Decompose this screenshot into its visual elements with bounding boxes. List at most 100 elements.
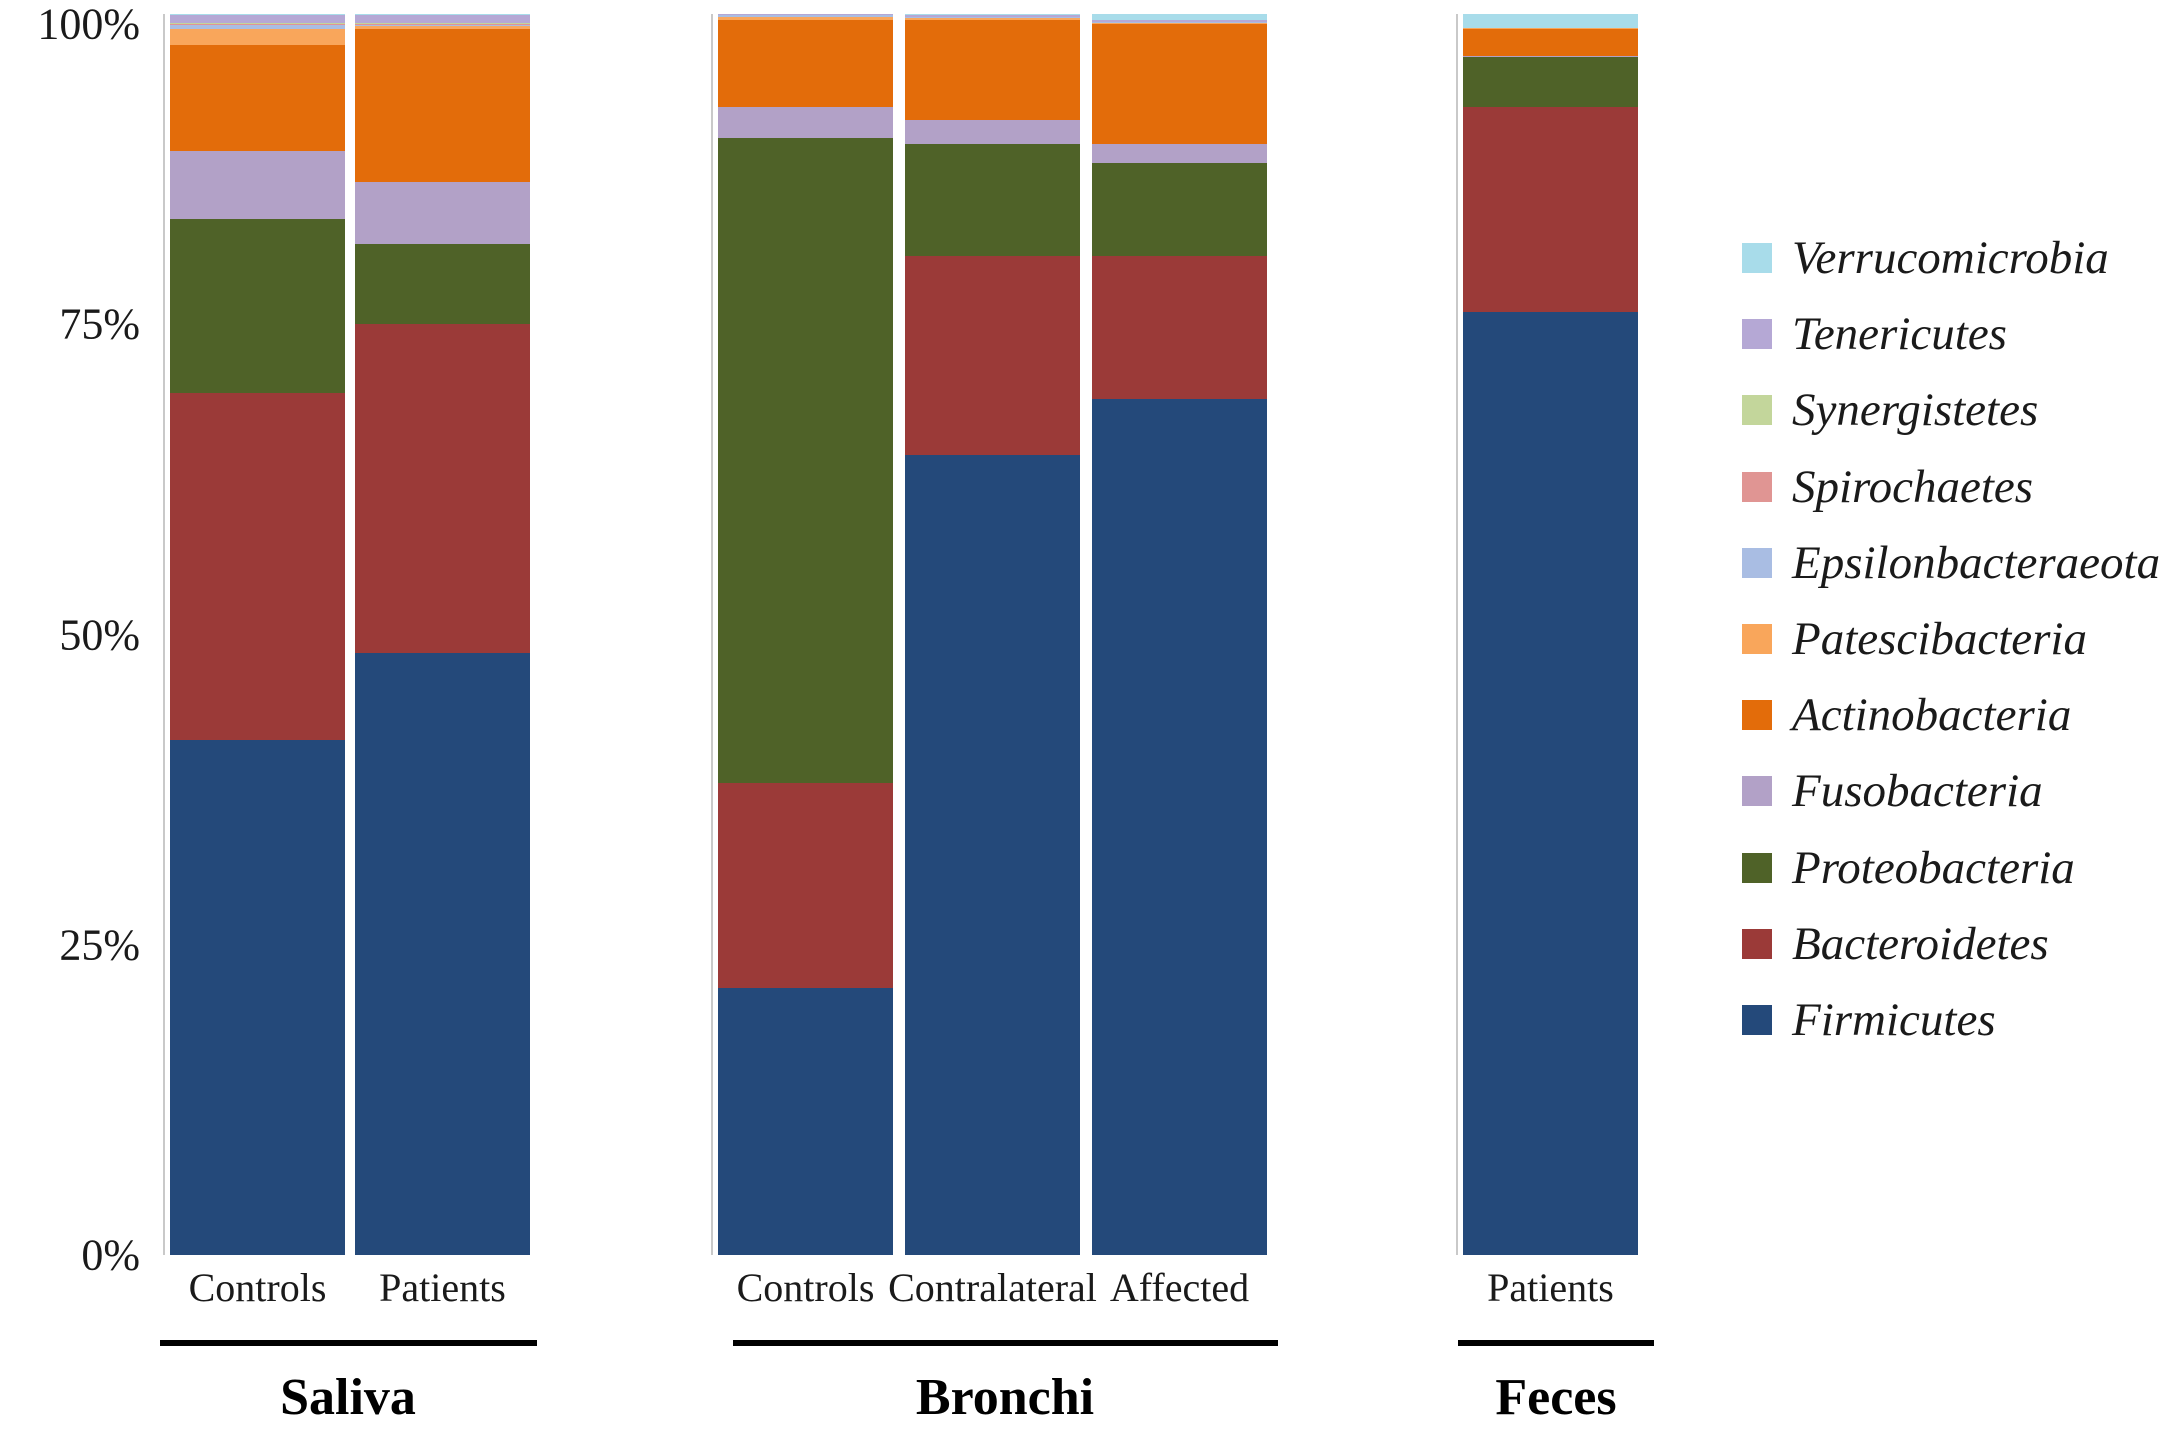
segment-actinobacteria [355,28,530,182]
segment-epsilonbacteraeota [355,25,530,27]
segment-verrucomicrobia [1463,14,1638,28]
legend-item-spirochaetes: Spirochaetes [1742,460,2033,514]
group-label-saliva: Saliva [280,1369,416,1426]
legend-item-actinobacteria: Actinobacteria [1742,688,2071,742]
legend-label-patescibacteria: Patescibacteria [1792,613,2087,665]
group-label-feces: Feces [1495,1369,1617,1426]
segment-firmicutes [718,988,893,1255]
segment-proteobacteria [1463,57,1638,108]
legend-label-epsilonbacteraeota: Epsilonbacteraeota [1792,536,2161,589]
y-tick-50: 50% [59,610,140,659]
bar-label-saliva-controls: Controls [188,1265,327,1310]
segment-proteobacteria [170,218,345,393]
segment-bacteroidetes [355,324,530,654]
segment-fusobacteria [718,107,893,139]
segment-firmicutes [1092,398,1267,1255]
legend-label-tenericutes: Tenericutes [1792,308,2007,361]
legend-label-proteobacteria: Proteobacteria [1792,841,2075,894]
bar-label-bronchi-controls: Controls [736,1265,875,1310]
segment-actinobacteria [170,45,345,151]
segment-actinobacteria [1463,28,1638,57]
panel-axis-line [711,14,713,1255]
segment-epsilonbacteraeota [905,16,1080,18]
segment-verrucomicrobia [1092,14,1267,21]
segment-actinobacteria [718,20,893,108]
legend-swatch-verrucomicrobia [1742,243,1772,273]
segment-verrucomicrobia [355,14,530,16]
legend-item-tenericutes: Tenericutes [1742,307,2007,361]
segment-patescibacteria [355,26,530,29]
segment-tenericutes [905,15,1080,17]
legend-item-epsilonbacteraeota: Epsilonbacteraeota [1742,536,2160,590]
bar-feces-patients [1463,14,1638,1255]
legend-label-synergistetes: Synergistetes [1792,384,2039,437]
segment-epsilonbacteraeota [718,15,893,17]
segment-firmicutes [355,653,530,1255]
bar-saliva-controls [170,14,345,1255]
legend-swatch-bacteroidetes [1742,928,1772,959]
legend-label-fusobacteria: Fusobacteria [1792,765,2043,818]
legend-item-synergistetes: Synergistetes [1742,383,2038,437]
legend-swatch-synergistetes [1742,395,1772,426]
segment-bacteroidetes [1463,107,1638,312]
panel-axis-line [163,14,165,1255]
segment-patescibacteria [1463,27,1638,29]
segment-bacteroidetes [718,783,893,989]
segment-proteobacteria [1092,162,1267,257]
segment-patescibacteria [1092,22,1267,24]
legend-swatch-spirochaetes [1742,471,1772,502]
bar-bronchi-affected [1092,14,1267,1255]
legend-swatch-patescibacteria [1742,624,1772,654]
segment-firmicutes [170,740,345,1255]
legend-swatch-actinobacteria [1742,700,1772,731]
group-label-bronchi: Bronchi [915,1369,1095,1426]
legend-label-actinobacteria: Actinobacteria [1792,689,2072,742]
bar-bronchi-contralateral [905,14,1080,1255]
y-tick-100: 100% [37,0,140,49]
segment-tenericutes [170,15,345,23]
segment-synergistetes [170,22,345,24]
segment-proteobacteria [355,243,530,325]
segment-tenericutes [718,14,893,16]
legend-label-spirochaetes: Spirochaetes [1792,460,2034,513]
segment-spirochaetes [355,23,530,26]
legend-item-verrucomicrobia: Verrucomicrobia [1742,231,2109,285]
segment-fusobacteria [1463,56,1638,58]
segment-verrucomicrobia [170,14,345,16]
segment-actinobacteria [1092,23,1267,145]
segment-fusobacteria [170,150,345,219]
segment-tenericutes [355,15,530,23]
legend-label-firmicutes: Firmicutes [1792,994,1996,1046]
bar-label-bronchi-contralateral: Contralateral [888,1265,1097,1310]
legend-item-bacteroidetes: Bacteroidetes [1742,917,2049,971]
bar-label-saliva-patients: Patients [379,1265,506,1310]
legend-item-proteobacteria: Proteobacteria [1742,841,2075,895]
y-tick-25: 25% [59,920,140,970]
legend-item-patescibacteria: Patescibacteria [1742,612,2087,666]
bar-label-feces-patients: Patients [1487,1265,1614,1310]
legend-item-firmicutes: Firmicutes [1742,993,1996,1047]
y-tick-75: 75% [59,299,140,349]
legend-swatch-proteobacteria [1742,852,1772,883]
legend-label-bacteroidetes: Bacteroidetes [1792,917,2049,970]
segment-proteobacteria [718,138,893,784]
segment-firmicutes [1463,311,1638,1255]
segment-tenericutes [1092,20,1267,22]
segment-patescibacteria [718,16,893,21]
bar-label-bronchi-affected: Affected [1109,1265,1250,1310]
legend-item-fusobacteria: Fusobacteria [1742,764,2043,818]
group-underline-feces [1458,1340,1654,1346]
group-underline-saliva [160,1340,537,1346]
segment-verrucomicrobia [905,14,1080,16]
legend-label-verrucomicrobia: Verrucomicrobia [1792,232,2109,284]
legend-swatch-firmicutes [1742,1005,1772,1035]
segment-epsilonbacteraeota [1092,21,1267,23]
y-tick-0: 0% [81,1230,140,1280]
bar-bronchi-controls [718,14,893,1255]
segment-synergistetes [355,22,530,24]
legend-swatch-fusobacteria [1742,776,1772,807]
segment-patescibacteria [170,28,345,46]
segment-fusobacteria [905,119,1080,145]
bar-saliva-patients [355,14,530,1255]
